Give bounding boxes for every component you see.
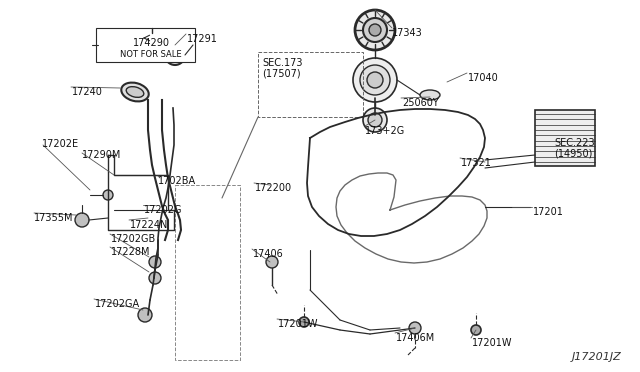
Bar bbox=[258, 52, 363, 117]
Text: 17228M: 17228M bbox=[111, 247, 150, 257]
Circle shape bbox=[103, 190, 113, 200]
Text: 17224N: 17224N bbox=[130, 220, 168, 230]
Text: (14950): (14950) bbox=[554, 148, 593, 158]
Circle shape bbox=[368, 113, 382, 127]
Text: 17202GA: 17202GA bbox=[95, 299, 140, 309]
Circle shape bbox=[369, 24, 381, 36]
Ellipse shape bbox=[126, 87, 144, 97]
Bar bbox=[175, 185, 240, 360]
Text: 17406M: 17406M bbox=[396, 333, 435, 343]
Text: SEC.173: SEC.173 bbox=[262, 58, 303, 68]
Text: 17202G: 17202G bbox=[144, 205, 182, 215]
Circle shape bbox=[353, 58, 397, 102]
Circle shape bbox=[360, 65, 390, 95]
Text: 25060Y: 25060Y bbox=[402, 98, 439, 108]
Text: SEC.223: SEC.223 bbox=[554, 138, 595, 148]
Text: 17291: 17291 bbox=[187, 34, 218, 44]
Circle shape bbox=[145, 33, 159, 47]
Text: 17201: 17201 bbox=[533, 207, 564, 217]
Text: 17040: 17040 bbox=[468, 73, 499, 83]
Circle shape bbox=[165, 45, 185, 65]
Text: 17240: 17240 bbox=[72, 87, 103, 97]
Circle shape bbox=[409, 322, 421, 334]
Ellipse shape bbox=[121, 83, 148, 102]
Text: 17290M: 17290M bbox=[82, 150, 122, 160]
Circle shape bbox=[363, 18, 387, 42]
Circle shape bbox=[169, 49, 181, 61]
Text: 17321: 17321 bbox=[461, 158, 492, 168]
Text: 173+2G: 173+2G bbox=[365, 126, 405, 136]
Circle shape bbox=[149, 272, 161, 284]
Circle shape bbox=[149, 256, 161, 268]
Text: 17201W: 17201W bbox=[278, 319, 319, 329]
Circle shape bbox=[75, 213, 89, 227]
Text: 17202GB: 17202GB bbox=[111, 234, 156, 244]
Text: 17202E: 17202E bbox=[42, 139, 79, 149]
Text: 17343: 17343 bbox=[392, 28, 423, 38]
Text: 17355M: 17355M bbox=[34, 213, 74, 223]
Circle shape bbox=[471, 325, 481, 335]
Bar bbox=[535, 110, 595, 166]
Text: 172200: 172200 bbox=[255, 183, 292, 193]
Circle shape bbox=[266, 256, 278, 268]
Circle shape bbox=[367, 72, 383, 88]
Text: NOT FOR SALE: NOT FOR SALE bbox=[120, 50, 182, 59]
FancyBboxPatch shape bbox=[96, 28, 195, 62]
Circle shape bbox=[138, 308, 152, 322]
Circle shape bbox=[355, 10, 395, 50]
Text: J17201JZ: J17201JZ bbox=[572, 352, 622, 362]
Text: 17406: 17406 bbox=[253, 249, 284, 259]
Circle shape bbox=[363, 108, 387, 132]
Ellipse shape bbox=[420, 90, 440, 100]
Text: 1702BA: 1702BA bbox=[158, 176, 196, 186]
Circle shape bbox=[299, 317, 309, 327]
Text: 174290: 174290 bbox=[133, 38, 170, 48]
Text: (17507): (17507) bbox=[262, 68, 301, 78]
Text: 17201W: 17201W bbox=[472, 338, 513, 348]
